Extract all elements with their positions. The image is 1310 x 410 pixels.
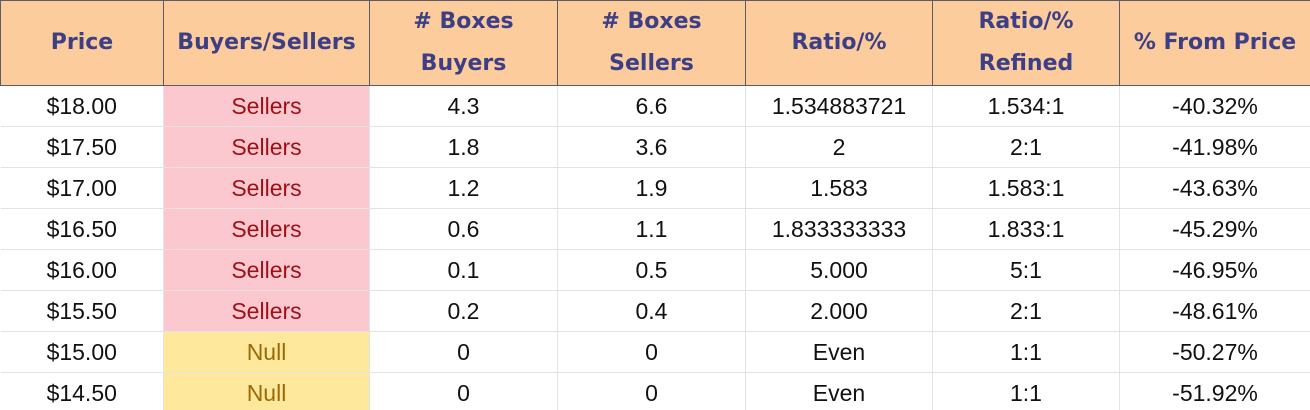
cell-ratio-refined: 1.534:1 — [932, 85, 1120, 127]
cell-ratio-refined: 1:1 — [932, 331, 1120, 373]
header-ratio-refined: Ratio/% Refined — [932, 0, 1120, 86]
cell-buyers-sellers: Sellers — [163, 290, 370, 332]
cell-boxes-sellers: 0 — [557, 372, 746, 410]
header-price: Price — [0, 0, 164, 86]
cell-boxes-sellers: 1.9 — [557, 167, 746, 209]
header-buyers-sellers: Buyers/Sellers — [163, 0, 370, 86]
header-pct-from-price: % From Price — [1119, 0, 1310, 86]
cell-ratio: 1.534883721 — [745, 85, 933, 127]
cell-price: $14.50 — [0, 372, 164, 410]
cell-pct-from-price: -43.63% — [1119, 167, 1310, 209]
cell-buyers-sellers: Null — [163, 331, 370, 373]
table-row: $18.00 Sellers 4.3 6.6 1.534883721 1.534:1 -40… — [0, 85, 1310, 127]
cell-pct-from-price: -51.92% — [1119, 372, 1310, 410]
cell-buyers-sellers: Sellers — [163, 85, 370, 127]
table-row: $16.00 Sellers 0.1 0.5 5.000 5:1 -46.95% — [0, 249, 1310, 291]
cell-price: $15.50 — [0, 290, 164, 332]
cell-buyers-sellers: Sellers — [163, 249, 370, 291]
cell-buyers-sellers: Null — [163, 372, 370, 410]
cell-price: $16.00 — [0, 249, 164, 291]
table-row: $17.00 Sellers 1.2 1.9 1.583 1.583:1 -43.63% — [0, 167, 1310, 209]
cell-buyers-sellers: Sellers — [163, 208, 370, 250]
header-boxes-buyers: # Boxes Buyers — [369, 0, 558, 86]
cell-ratio-refined: 5:1 — [932, 249, 1120, 291]
cell-ratio: Even — [745, 372, 933, 410]
cell-ratio-refined: 1:1 — [932, 372, 1120, 410]
cell-ratio: 5.000 — [745, 249, 933, 291]
table-row: $14.50 Null 0 0 Even 1:1 -51.92% — [0, 372, 1310, 410]
cell-boxes-buyers: 1.2 — [369, 167, 558, 209]
cell-boxes-sellers: 0.5 — [557, 249, 746, 291]
cell-ratio: 2 — [745, 126, 933, 168]
cell-ratio: 1.833333333 — [745, 208, 933, 250]
cell-ratio-refined: 2:1 — [932, 126, 1120, 168]
cell-price: $18.00 — [0, 85, 164, 127]
cell-boxes-buyers: 0 — [369, 372, 558, 410]
cell-boxes-buyers: 1.8 — [369, 126, 558, 168]
cell-ratio: Even — [745, 331, 933, 373]
cell-price: $15.00 — [0, 331, 164, 373]
cell-boxes-sellers: 3.6 — [557, 126, 746, 168]
cell-buyers-sellers: Sellers — [163, 167, 370, 209]
cell-boxes-sellers: 0 — [557, 331, 746, 373]
header-row: Price Buyers/Sellers # Boxes Buyers # Bo… — [0, 0, 1310, 86]
cell-ratio: 1.583 — [745, 167, 933, 209]
cell-price: $17.00 — [0, 167, 164, 209]
cell-pct-from-price: -48.61% — [1119, 290, 1310, 332]
header-boxes-sellers: # Boxes Sellers — [557, 0, 746, 86]
cell-boxes-sellers: 1.1 — [557, 208, 746, 250]
table-row: $15.00 Null 0 0 Even 1:1 -50.27% — [0, 331, 1310, 373]
cell-boxes-buyers: 0.1 — [369, 249, 558, 291]
table-body: $18.00 Sellers 4.3 6.6 1.534883721 1.534:1 -40… — [0, 85, 1310, 410]
cell-ratio-refined: 2:1 — [932, 290, 1120, 332]
cell-ratio-refined: 1.583:1 — [932, 167, 1120, 209]
cell-pct-from-price: -46.95% — [1119, 249, 1310, 291]
cell-ratio-refined: 1.833:1 — [932, 208, 1120, 250]
table-row: $17.50 Sellers 1.8 3.6 2 2:1 -41.98% — [0, 126, 1310, 168]
cell-pct-from-price: -40.32% — [1119, 85, 1310, 127]
table-row: $16.50 Sellers 0.6 1.1 1.833333333 1.833:1 -45… — [0, 208, 1310, 250]
table-row: $15.50 Sellers 0.2 0.4 2.000 2:1 -48.61% — [0, 290, 1310, 332]
cell-boxes-buyers: 0.6 — [369, 208, 558, 250]
cell-boxes-buyers: 0 — [369, 331, 558, 373]
cell-buyers-sellers: Sellers — [163, 126, 370, 168]
cell-boxes-buyers: 0.2 — [369, 290, 558, 332]
cell-price: $16.50 — [0, 208, 164, 250]
cell-price: $17.50 — [0, 126, 164, 168]
cell-pct-from-price: -45.29% — [1119, 208, 1310, 250]
cell-boxes-sellers: 0.4 — [557, 290, 746, 332]
cell-boxes-sellers: 6.6 — [557, 85, 746, 127]
cell-ratio: 2.000 — [745, 290, 933, 332]
cell-pct-from-price: -41.98% — [1119, 126, 1310, 168]
cell-pct-from-price: -50.27% — [1119, 331, 1310, 373]
header-ratio: Ratio/% — [745, 0, 933, 86]
cell-boxes-buyers: 4.3 — [369, 85, 558, 127]
